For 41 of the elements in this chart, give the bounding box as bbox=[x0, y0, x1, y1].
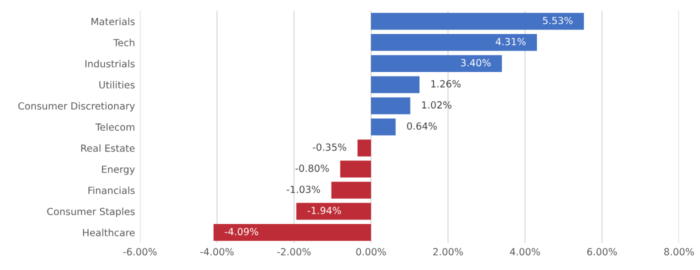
data-label: 5.53% bbox=[542, 16, 573, 24]
bar bbox=[371, 55, 502, 72]
data-label: -0.35% bbox=[312, 143, 346, 151]
data-label: -1.94% bbox=[308, 206, 341, 214]
bar bbox=[371, 34, 537, 51]
x-tick-label: -6.00% bbox=[123, 248, 157, 256]
x-tick-label: 8.00% bbox=[664, 248, 694, 256]
data-label: 4.31% bbox=[496, 38, 526, 46]
data-label: -0.80% bbox=[296, 164, 329, 172]
x-tick-label: -2.00% bbox=[277, 248, 311, 256]
x-tick-label: -4.00% bbox=[200, 248, 234, 256]
y-tick-label: Utilities bbox=[99, 80, 135, 89]
y-tick-label: Telecom bbox=[95, 123, 134, 131]
x-tick-label: 2.00% bbox=[433, 248, 463, 256]
bar bbox=[296, 202, 371, 220]
x-tick-label: 0.00% bbox=[356, 248, 386, 256]
data-label: 1.26% bbox=[431, 80, 461, 88]
y-tick-label: Healthcare bbox=[83, 228, 135, 236]
bar bbox=[214, 224, 371, 241]
data-label: -1.03% bbox=[286, 186, 320, 194]
bar bbox=[371, 97, 410, 114]
bar bbox=[340, 160, 371, 178]
bar bbox=[331, 182, 371, 199]
y-tick-label: Materials bbox=[92, 18, 135, 26]
bar bbox=[371, 118, 396, 136]
data-label: 3.40% bbox=[460, 59, 491, 66]
data-label: 1.02% bbox=[422, 101, 452, 109]
bar bbox=[371, 76, 420, 94]
x-tick-label: 4.00% bbox=[510, 248, 540, 256]
y-tick-label: Industrials bbox=[85, 60, 135, 68]
data-label: 0.64% bbox=[407, 122, 437, 130]
y-tick-label: Energy bbox=[102, 166, 135, 175]
x-tick-label: 6.00% bbox=[587, 248, 617, 256]
y-tick-label: Consumer Staples bbox=[47, 208, 135, 218]
y-tick-label: Financials bbox=[88, 186, 135, 194]
data-label: -4.09% bbox=[224, 228, 258, 236]
y-tick-label: Real Estate bbox=[81, 144, 135, 152]
bar bbox=[371, 12, 584, 30]
bar bbox=[358, 140, 371, 156]
y-tick-label: Tech bbox=[113, 38, 134, 46]
y-tick-label: Consumer Discretionary bbox=[18, 102, 135, 112]
